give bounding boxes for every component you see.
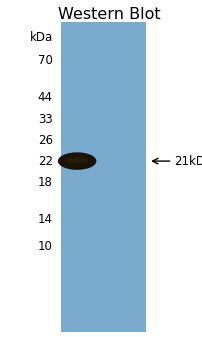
Text: 44: 44 <box>38 91 53 104</box>
Text: 14: 14 <box>38 213 53 226</box>
Ellipse shape <box>64 157 87 163</box>
Text: 10: 10 <box>38 240 53 253</box>
Bar <box>61 22 145 332</box>
Ellipse shape <box>58 152 96 170</box>
Text: 33: 33 <box>38 113 53 126</box>
Text: 70: 70 <box>38 54 53 67</box>
Text: 18: 18 <box>38 176 53 189</box>
Text: 21kDa: 21kDa <box>174 155 202 167</box>
Text: kDa: kDa <box>29 31 53 44</box>
Text: 22: 22 <box>38 155 53 167</box>
Text: Western Blot: Western Blot <box>58 7 160 23</box>
Text: 26: 26 <box>38 134 53 147</box>
